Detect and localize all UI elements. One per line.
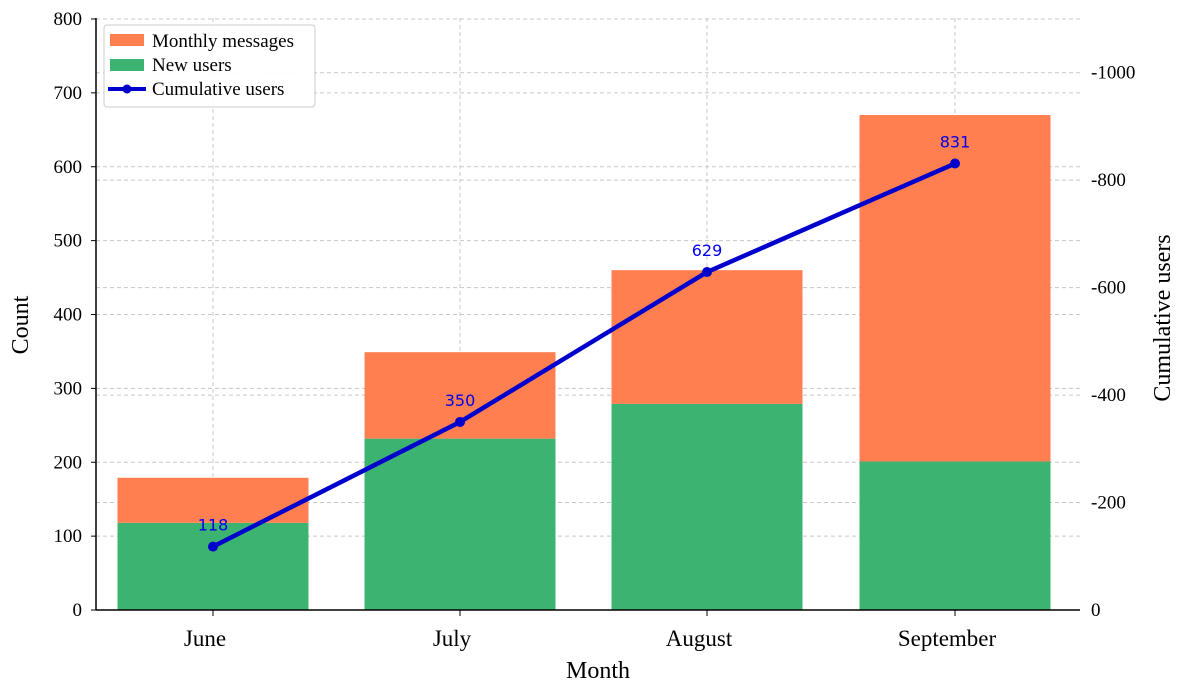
- bar-new-users: [859, 461, 1051, 610]
- y-tick-label: 700: [54, 83, 83, 104]
- x-tick-label: June: [184, 626, 226, 651]
- cumulative-line: 118 350 629 831: [198, 133, 971, 552]
- cumulative-users-line: [210, 161, 958, 549]
- bar-new-users: [117, 522, 309, 610]
- y2-tick-label: 0: [1091, 600, 1101, 621]
- y-tick-label: 100: [54, 526, 83, 547]
- y2-axis-title: Cumulative users: [1150, 234, 1176, 401]
- y-tick-label: 200: [54, 452, 83, 473]
- x-axis-title: Month: [566, 658, 630, 684]
- bar-new-users: [364, 438, 556, 610]
- legend-swatch-monthly-messages: [110, 34, 144, 46]
- legend-box: [103, 24, 316, 108]
- y-tick-label: 300: [54, 378, 83, 399]
- legend-label-new-users: New users: [152, 55, 232, 76]
- cumulative-users-data-label: 350: [445, 391, 476, 410]
- legend-label-monthly-messages: Monthly messages: [152, 31, 294, 52]
- cumulative-users-point: [455, 416, 465, 427]
- y-tick-label: 0: [73, 600, 83, 621]
- y-tick-label: 600: [54, 157, 83, 178]
- cumulative-users-data-label: 629: [692, 241, 723, 260]
- ticks: 0 100 200 300 400 500 600 700 800 0 -200 -400 -600 -8…: [54, 9, 1136, 651]
- bars: [117, 115, 1051, 610]
- y-tick-label: 500: [54, 231, 83, 252]
- y2-tick-label: -400: [1091, 385, 1126, 406]
- x-tick-label: July: [433, 626, 472, 651]
- y-tick-label: 400: [54, 305, 83, 326]
- x-tick-label: August: [666, 626, 733, 651]
- x-tick-label: September: [898, 626, 997, 651]
- cumulative-users-point: [208, 541, 218, 552]
- cumulative-users-data-label: 831: [940, 133, 971, 152]
- y2-tick-label: -800: [1091, 170, 1126, 191]
- y-tick-label: 800: [54, 9, 83, 30]
- bar-new-users: [611, 403, 803, 610]
- legend: Monthly messages New users Cumulative us…: [103, 24, 316, 108]
- cumulative-users-data-label: 118: [198, 516, 229, 535]
- cumulative-users-point: [950, 158, 960, 169]
- bar-monthly-messages: [611, 270, 803, 404]
- legend-swatch-cumulative-marker: [122, 84, 132, 94]
- y2-tick-label: -1000: [1091, 63, 1135, 84]
- cumulative-users-point: [702, 267, 712, 278]
- legend-label-cumulative-users: Cumulative users: [152, 79, 284, 100]
- y-axis-title: Count: [8, 295, 34, 354]
- legend-swatch-new-users: [110, 59, 144, 71]
- y2-tick-label: -200: [1091, 493, 1126, 514]
- bar-monthly-messages: [859, 115, 1051, 462]
- y2-tick-label: -600: [1091, 278, 1126, 299]
